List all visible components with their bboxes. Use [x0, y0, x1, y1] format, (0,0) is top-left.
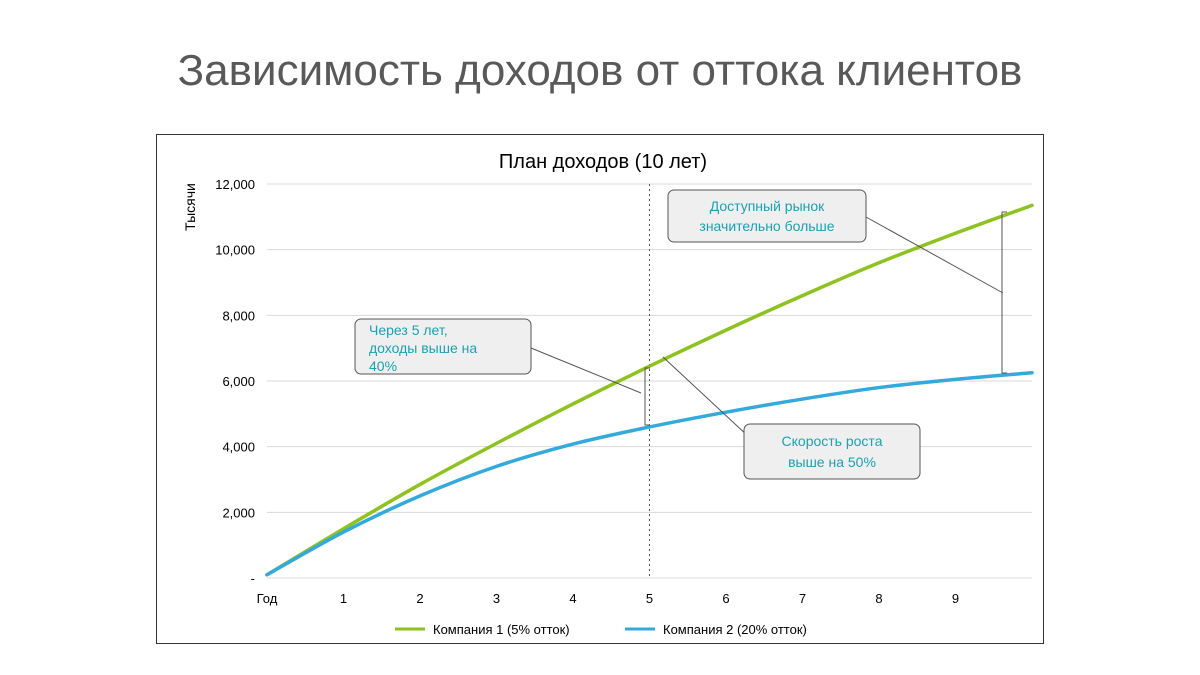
- x-tick-label-3: 3: [493, 591, 500, 606]
- y-tick-label-5: 10,000: [215, 243, 255, 258]
- chart-frame: План доходов (10 лет) Тысячи - 2,000 4,000…: [156, 134, 1044, 644]
- y-axis-label: Тысячи: [182, 183, 198, 231]
- note3-line2: значительно больше: [699, 218, 834, 234]
- y-tick-label-3: 6,000: [222, 374, 255, 389]
- revenue-chart: План доходов (10 лет) Тысячи - 2,000 4,000…: [182, 151, 1034, 637]
- note3-connector: [865, 216, 1004, 294]
- y-tick-label-1: 2,000: [222, 505, 255, 520]
- x-tick-label-7: 7: [799, 591, 806, 606]
- note1-bracket: [644, 367, 650, 426]
- y-tick-label-6: 12,000: [215, 177, 255, 192]
- note3-box: [667, 189, 867, 243]
- note2-connector: [662, 356, 750, 438]
- note2-line1: Скорость роста: [782, 433, 883, 449]
- x-tick-label-5: 5: [646, 591, 653, 606]
- y-tick-label-0: -: [251, 571, 255, 586]
- x-tick-label-8: 8: [875, 591, 882, 606]
- series-line-2: [265, 371, 1034, 577]
- y-tick-label-2: 4,000: [222, 440, 255, 455]
- note3-line1: Доступный рынок: [710, 198, 825, 214]
- slide-title: Зависимость доходов от оттока клиентов: [177, 46, 1023, 95]
- note1-box: [354, 318, 532, 375]
- annotation-layer: Через 5 лет, доходы выше на 40% Скорость…: [354, 189, 1007, 480]
- note3-bracket: [1001, 211, 1007, 374]
- note1-connector: [530, 347, 642, 394]
- note2-box: [743, 423, 921, 480]
- legend: Компания 1 (5% отток) Компания 2 (20% от…: [395, 622, 807, 637]
- x-tick-label-9: 9: [952, 591, 959, 606]
- x-tick-label-4: 4: [569, 591, 576, 606]
- y-tick-labels: - 2,000 4,000 6,000 8,000 10,000 12,000: [215, 177, 255, 586]
- note1-line3: 40%: [369, 358, 397, 374]
- note1-line1: Через 5 лет,: [369, 322, 448, 338]
- legend-label-company-2: Компания 2 (20% отток): [663, 622, 807, 637]
- x-tick-label-1: 1: [340, 591, 347, 606]
- note2-line2: выше на 50%: [788, 454, 876, 470]
- y-tick-label-4: 8,000: [222, 308, 255, 323]
- x-tick-label-2: 2: [416, 591, 423, 606]
- chart-title: План доходов (10 лет): [499, 151, 707, 173]
- legend-label-company-1: Компания 1 (5% отток): [433, 622, 570, 637]
- x-tick-label-0: Год: [257, 591, 278, 606]
- x-tick-label-6: 6: [722, 591, 729, 606]
- series-layer: [265, 203, 1034, 577]
- series-line-1: [265, 203, 1034, 577]
- x-tick-labels: Год 1 2 3 4 5 6 7 8 9: [257, 591, 959, 606]
- note1-line2: доходы выше на: [369, 340, 477, 356]
